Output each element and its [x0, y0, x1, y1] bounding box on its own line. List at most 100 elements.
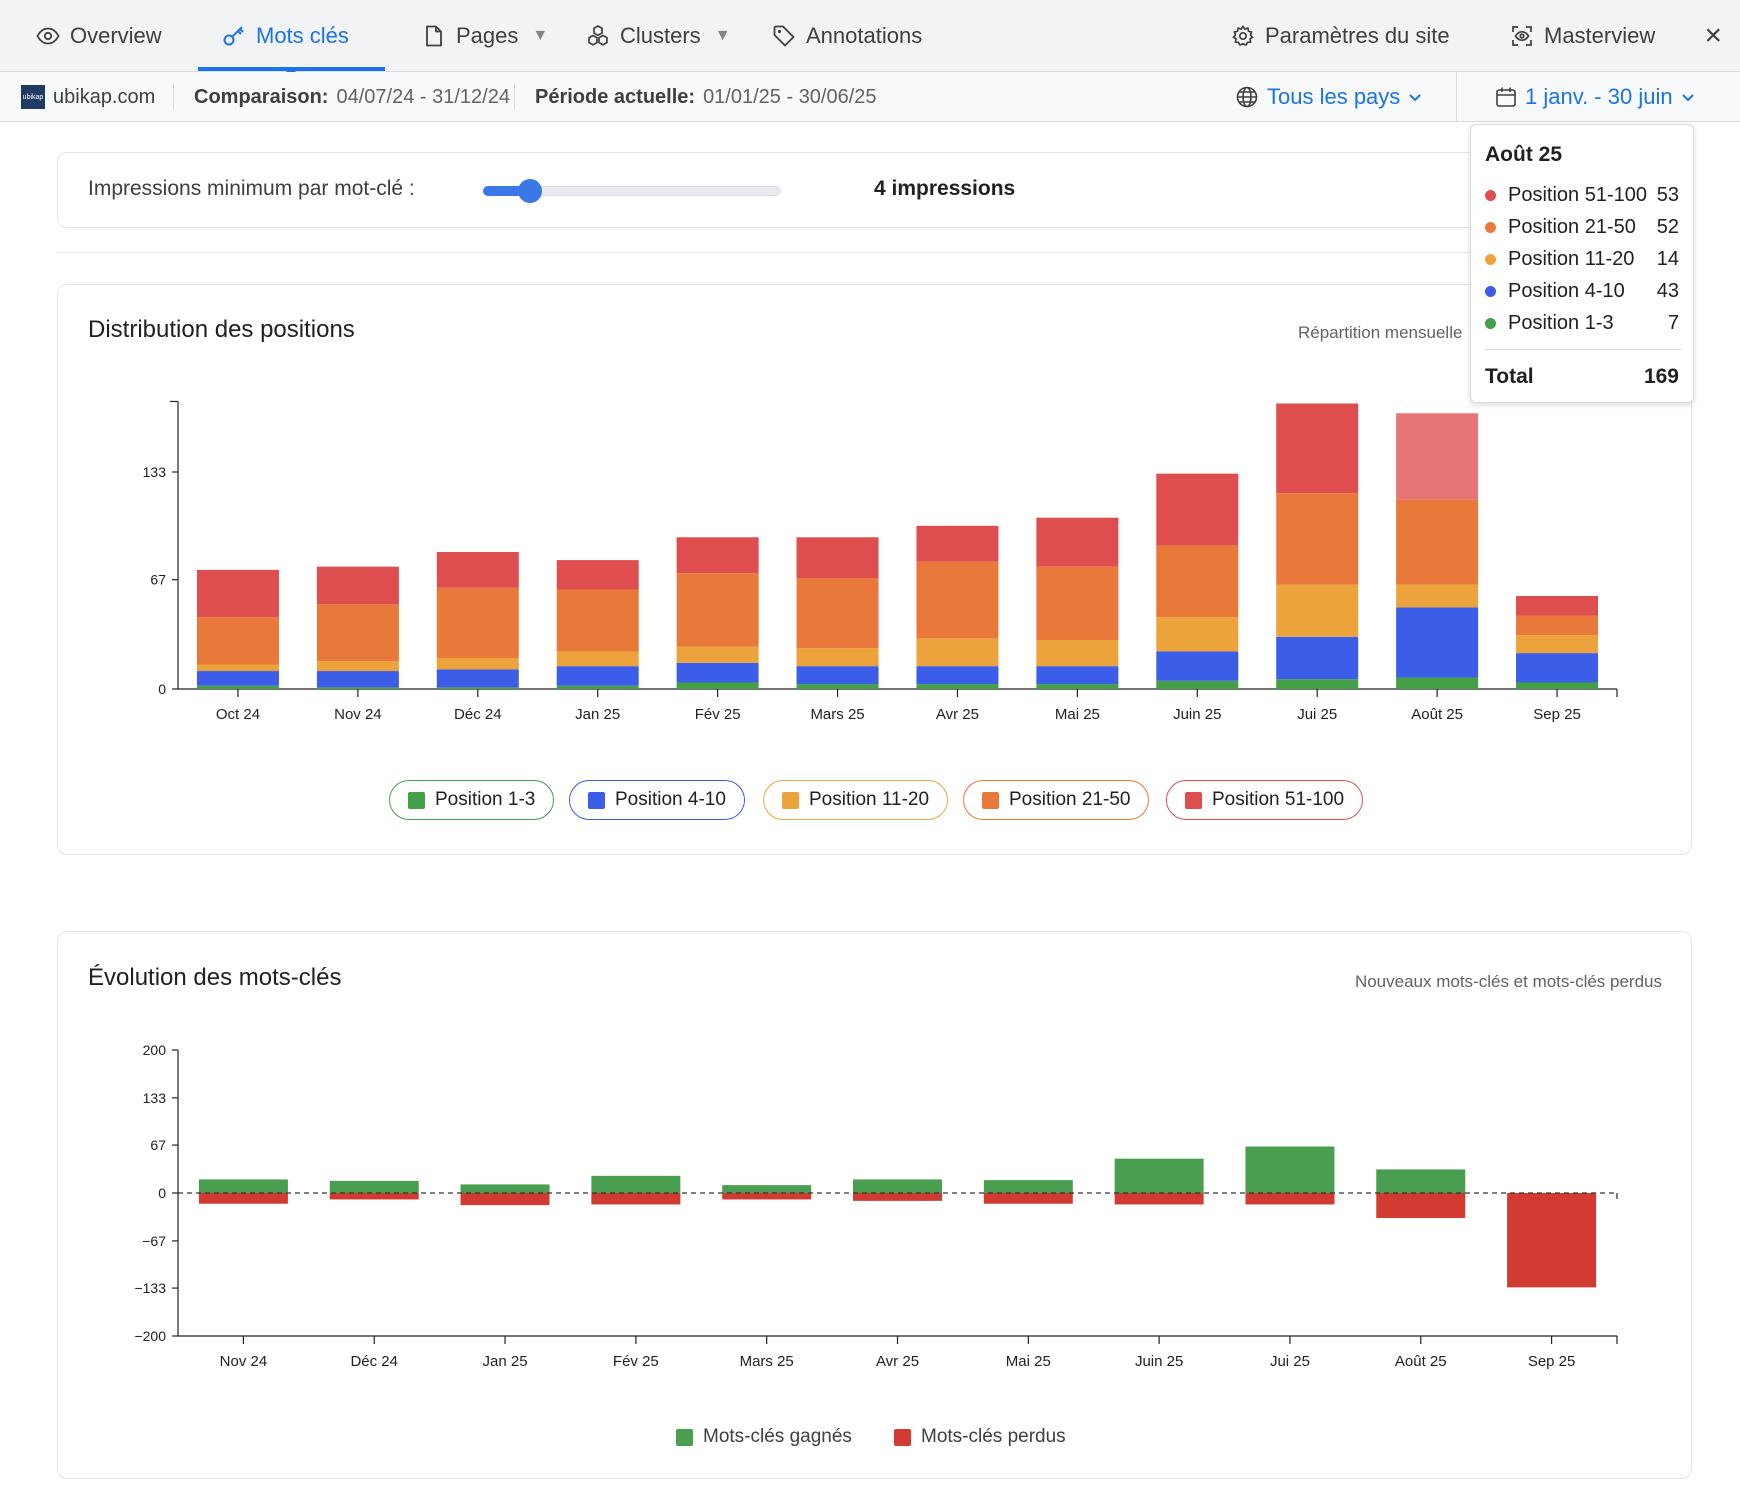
legend-position-1-3[interactable]: Position 1-3: [389, 780, 555, 820]
tooltip-row: Position 1-3 7: [1485, 309, 1679, 337]
comparison-period: Comparaison: 04/07/24 - 31/12/24: [194, 72, 510, 122]
legend-swatch: [408, 791, 425, 809]
tab-keywords[interactable]: Mots clés: [222, 0, 349, 72]
distribution-title: Distribution des positions: [88, 316, 355, 343]
tooltip-dot: [1485, 317, 1496, 329]
legend-swatch: [782, 791, 799, 809]
comparison-label: Comparaison:: [194, 85, 329, 108]
legend-swatch: [676, 1428, 693, 1446]
legend-label: Position 21-50: [1009, 789, 1131, 810]
min-impressions-card: [57, 152, 1692, 228]
key-icon: [223, 26, 244, 46]
tab-keywords-label: Mots clés: [256, 23, 349, 48]
country-selector[interactable]: Tous les pays: [1235, 72, 1422, 122]
impressions-slider-fill: [483, 186, 531, 196]
tooltip-row-value: 52: [1656, 215, 1679, 238]
evolution-subtitle: Nouveaux mots-clés et mots-clés perdus: [1354, 972, 1662, 991]
tooltip-row-label: Position 1-3: [1508, 311, 1614, 334]
position-distribution-card: Distribution des positions Répartition m…: [57, 284, 1692, 855]
min-impressions-label: Impressions minimum par mot-clé :: [88, 177, 415, 200]
chevron-down-icon: ▼: [714, 27, 731, 44]
chevron-down-icon: [1681, 94, 1694, 102]
tooltip-row-value: 43: [1656, 279, 1679, 302]
masterview-icon: [1512, 26, 1532, 46]
date-range-label: 1 janv. - 30 juin: [1525, 84, 1673, 109]
legend-swatch: [588, 791, 605, 809]
tooltip-row: Position 21-50 52: [1485, 213, 1679, 241]
tab-pages-label: Pages: [456, 23, 519, 48]
tooltip-row-value: 14: [1656, 247, 1679, 270]
tag-icon: [773, 25, 795, 47]
tooltip-divider: [1485, 349, 1681, 350]
tooltip-row-value: 53: [1656, 183, 1679, 206]
tooltip-row: Position 11-20 14: [1485, 245, 1679, 273]
gear-icon: [1232, 25, 1254, 47]
site-name: ubikap.com: [53, 85, 156, 108]
legend-label: Position 11-20: [809, 789, 930, 810]
masterview-button[interactable]: Masterview: [1510, 0, 1655, 72]
site-settings-label: Paramètres du site: [1265, 23, 1450, 48]
chevron-down-icon: [1409, 94, 1422, 102]
tab-overview[interactable]: Overview: [36, 0, 162, 72]
top-navigation: Overview Mots clés Pages ▼ Clusters ▼ An…: [0, 0, 1740, 78]
tooltip-dot: [1485, 285, 1496, 297]
tooltip-total-label: Total: [1485, 365, 1534, 388]
tab-overview-label: Overview: [70, 23, 162, 48]
divider: [514, 84, 515, 110]
tooltip-dot: [1485, 253, 1496, 265]
tab-clusters[interactable]: Clusters ▼: [586, 0, 731, 72]
keyword-evolution-card: Évolution des mots-clés Nouveaux mots-cl…: [57, 931, 1692, 1479]
eye-icon: [36, 27, 60, 45]
tooltip-row-label: Position 21-50: [1508, 215, 1636, 238]
globe-icon: [1236, 86, 1258, 108]
legend-position-11-20[interactable]: Position 11-20: [763, 780, 949, 820]
chart-tooltip: Août 25 Position 51-100 53 Position 21-5…: [1470, 124, 1694, 403]
site-settings-button[interactable]: Paramètres du site: [1231, 0, 1450, 72]
impressions-value: 4 impressions: [874, 177, 1016, 200]
comparison-value: 04/07/24 - 31/12/24: [336, 85, 510, 108]
clusters-icon: [588, 25, 608, 46]
date-range-selector[interactable]: 1 janv. - 30 juin: [1495, 72, 1695, 122]
tooltip-dot: [1485, 189, 1496, 201]
tooltip-title: Août 25: [1485, 143, 1563, 166]
tooltip-dot: [1485, 221, 1496, 233]
site-logo: ubikap: [21, 85, 45, 109]
legend-swatch: [1185, 791, 1202, 809]
legend-swatch: [982, 791, 999, 809]
legend-position-51-100[interactable]: Position 51-100: [1166, 780, 1364, 820]
legend-label: Mots-clés perdus: [921, 1426, 1066, 1447]
legend-label: Mots-clés gagnés: [703, 1426, 852, 1447]
tooltip-row: Position 51-100 53: [1485, 181, 1679, 209]
legend-keywords-gained[interactable]: Mots-clés gagnés: [676, 1426, 852, 1448]
impressions-slider-handle[interactable]: [518, 179, 542, 203]
tab-annotations-label: Annotations: [806, 23, 923, 48]
tooltip-total: Total 169: [1485, 365, 1679, 389]
masterview-label: Masterview: [1544, 23, 1656, 48]
tab-pages[interactable]: Pages ▼: [422, 0, 548, 72]
page-icon: [426, 25, 442, 47]
calendar-icon: [1496, 87, 1516, 107]
tab-clusters-label: Clusters: [620, 23, 701, 48]
tooltip-row-label: Position 11-20: [1508, 247, 1635, 270]
tooltip-row-label: Position 4-10: [1508, 279, 1625, 302]
section-divider: [57, 252, 1692, 253]
legend-position-4-10[interactable]: Position 4-10: [569, 780, 745, 820]
tooltip-row-value: 7: [1667, 311, 1679, 334]
current-period-value: 01/01/25 - 30/06/25: [703, 85, 877, 108]
legend-keywords-lost[interactable]: Mots-clés perdus: [894, 1426, 1066, 1448]
tab-annotations[interactable]: Annotations: [772, 0, 922, 72]
site-selector[interactable]: ubikap ubikap.com: [21, 72, 155, 122]
divider: [1456, 72, 1457, 122]
filter-bar: ubikap ubikap.com Comparaison: 04/07/24 …: [0, 72, 1740, 122]
legend-swatch: [894, 1428, 911, 1446]
divider: [173, 84, 174, 110]
country-label: Tous les pays: [1267, 84, 1401, 109]
distribution-subtitle: Répartition mensuelle: [1298, 323, 1463, 342]
legend-position-21-50[interactable]: Position 21-50: [963, 780, 1150, 820]
tooltip-row-label: Position 51-100: [1508, 183, 1647, 206]
legend-label: Position 4-10: [615, 789, 726, 810]
evolution-title: Évolution des mots-clés: [88, 964, 342, 991]
tooltip-total-value: 169: [1643, 365, 1679, 388]
close-icon[interactable]: ×: [1704, 19, 1722, 52]
active-tab-indicator: [198, 67, 385, 71]
